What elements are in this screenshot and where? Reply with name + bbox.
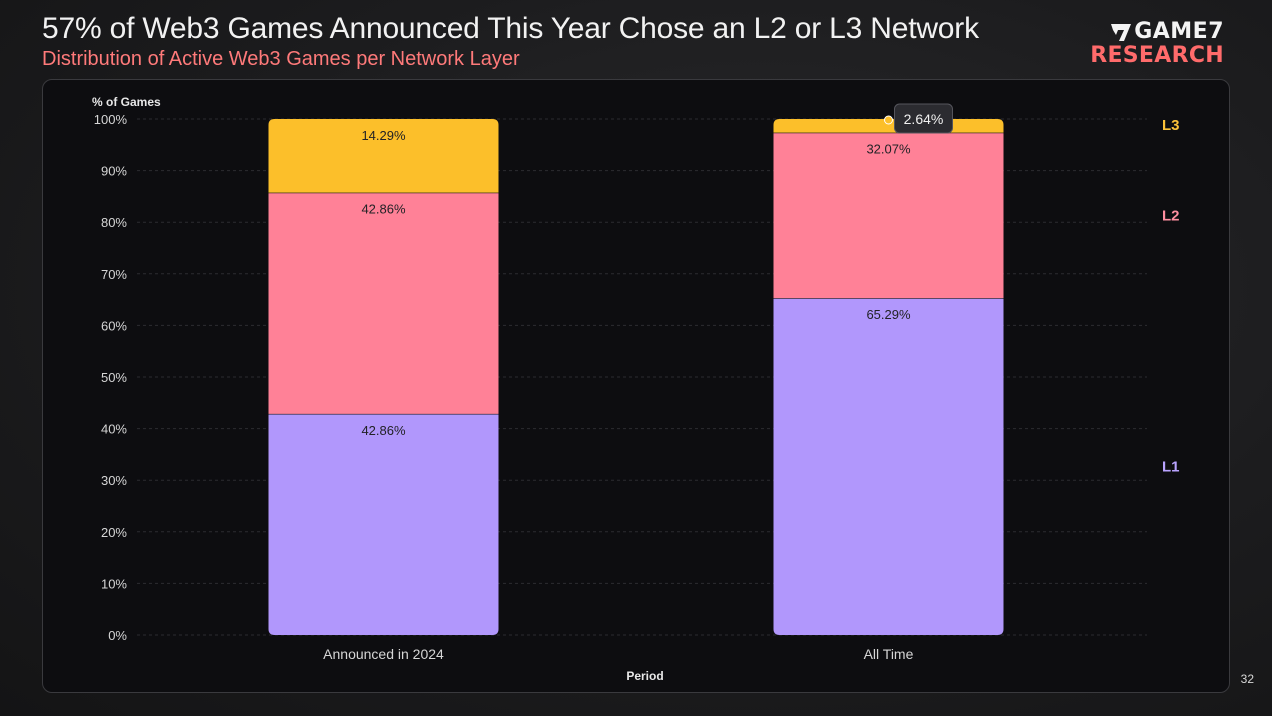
y-tick-label: 20% <box>101 525 127 540</box>
page-number: 32 <box>1240 672 1254 686</box>
game7-mark-icon <box>1111 24 1132 41</box>
page-title: 57% of Web3 Games Announced This Year Ch… <box>42 12 979 45</box>
y-tick-label: 100% <box>94 112 128 127</box>
data-label: 14.29% <box>361 128 406 143</box>
logo-text-game7: GAME7 <box>1134 19 1224 44</box>
data-label: 32.07% <box>866 142 911 157</box>
tooltip-marker <box>884 115 893 125</box>
y-tick-label: 90% <box>101 164 127 179</box>
y-tick-label: 0% <box>108 628 127 643</box>
data-label: 65.29% <box>866 307 911 322</box>
legend-label-l1: L1 <box>1162 459 1180 476</box>
stacked-bar-chart: 0% 10% 20% 30% 40% 50% 60% 70% 80% 90% 100% % of Ga… <box>92 95 1180 683</box>
data-label: 42.86% <box>361 423 406 438</box>
y-tick-label: 70% <box>101 267 127 282</box>
x-tick-label: Announced in 2024 <box>323 646 444 662</box>
bar-l2-announced-2024 <box>268 192 499 414</box>
x-axis-title: Period <box>626 669 663 683</box>
tooltip-text: 2.64% <box>904 111 944 127</box>
legend-label-l2: L2 <box>1162 207 1180 224</box>
x-tick-label: All Time <box>864 646 914 662</box>
bar-l2-all-time <box>773 132 1004 299</box>
bar-l1-all-time <box>773 298 1004 635</box>
y-axis-title: % of Games <box>92 95 161 109</box>
page-subtitle: Distribution of Active Web3 Games per Ne… <box>42 48 520 70</box>
y-tick-label: 40% <box>101 422 127 437</box>
y-tick-label: 50% <box>101 370 127 385</box>
bar-l3-announced-2024 <box>268 118 499 193</box>
logo-text-research: RESEARCH <box>1090 43 1224 68</box>
y-tick-label: 80% <box>101 215 127 230</box>
y-tick-label: 30% <box>101 473 127 488</box>
legend-label-l3: L3 <box>1162 117 1180 134</box>
y-tick-label: 60% <box>101 318 127 333</box>
bar-l1-announced-2024 <box>268 413 499 635</box>
chart-panel: 0% 10% 20% 30% 40% 50% 60% 70% 80% 90% 100% % of Ga… <box>42 79 1230 693</box>
data-label: 42.86% <box>361 202 406 217</box>
y-tick-label: 10% <box>101 576 127 591</box>
tooltip-box <box>894 103 953 134</box>
game7-research-logo: GAME7 RESEARCH <box>1090 20 1224 68</box>
